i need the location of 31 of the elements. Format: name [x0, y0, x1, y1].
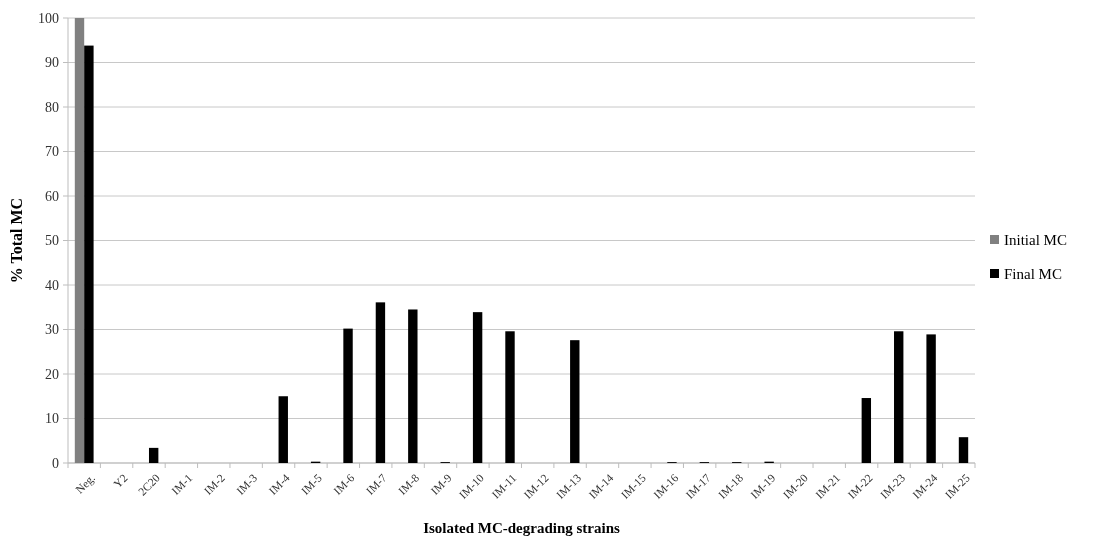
- bar: [148, 447, 159, 463]
- bar: [505, 331, 515, 463]
- y-tick-label: 60: [45, 188, 59, 204]
- bar: [278, 396, 288, 463]
- y-tick-label: 0: [52, 455, 59, 471]
- bar: [570, 340, 580, 463]
- bar: [408, 309, 418, 463]
- bar: [926, 334, 936, 463]
- y-tick-label: 10: [45, 411, 59, 427]
- y-tick-label: 100: [38, 10, 59, 26]
- x-tick-label: Y2: [111, 471, 130, 491]
- bar: [375, 302, 386, 463]
- y-tick-label: 70: [45, 144, 59, 160]
- bar: [343, 328, 353, 463]
- y-axis-title: % Total MC: [8, 197, 25, 284]
- y-tick-label: 50: [45, 233, 59, 249]
- y-tick-label: 80: [45, 99, 59, 115]
- bar: [74, 18, 85, 463]
- y-tick-label: 90: [45, 55, 59, 71]
- x-tick-label: Neg.: [73, 471, 99, 497]
- y-tick-label: 40: [45, 277, 59, 293]
- bar: [958, 437, 969, 463]
- bar: [861, 398, 872, 463]
- x-axis-title: Isolated MC-degrading strains: [423, 520, 620, 536]
- bar: [894, 331, 904, 463]
- bar: [84, 45, 94, 463]
- y-tick-label: 20: [45, 366, 59, 382]
- legend-label: Initial MC: [1004, 232, 1067, 249]
- legend-label: Final MC: [1004, 266, 1062, 283]
- y-tick-label: 30: [45, 322, 59, 338]
- bar: [472, 312, 483, 463]
